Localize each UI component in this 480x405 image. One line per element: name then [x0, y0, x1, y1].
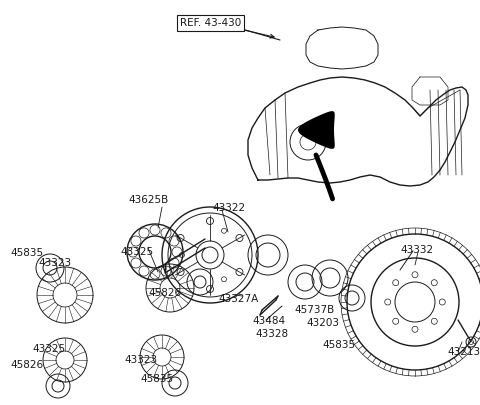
Text: 43325: 43325	[32, 344, 65, 354]
Text: 43332: 43332	[400, 245, 433, 255]
Text: 43625B: 43625B	[128, 195, 168, 205]
Text: 43323: 43323	[38, 258, 71, 268]
Polygon shape	[298, 111, 335, 149]
Text: 43213: 43213	[447, 347, 480, 357]
Text: 45835: 45835	[140, 374, 173, 384]
Text: 43322: 43322	[212, 203, 245, 213]
Text: 45826: 45826	[10, 360, 43, 370]
Text: 45737B: 45737B	[294, 305, 334, 315]
Text: 43328: 43328	[255, 329, 288, 339]
Text: 43323: 43323	[124, 355, 157, 365]
Text: 45835: 45835	[10, 248, 43, 258]
Text: 43484: 43484	[252, 316, 285, 326]
Text: 43203: 43203	[306, 318, 339, 328]
Text: 45835: 45835	[322, 340, 355, 350]
Text: 43325: 43325	[120, 247, 153, 257]
Text: 45826: 45826	[148, 288, 181, 298]
Text: 43327A: 43327A	[218, 294, 258, 304]
Text: REF. 43-430: REF. 43-430	[180, 18, 241, 28]
